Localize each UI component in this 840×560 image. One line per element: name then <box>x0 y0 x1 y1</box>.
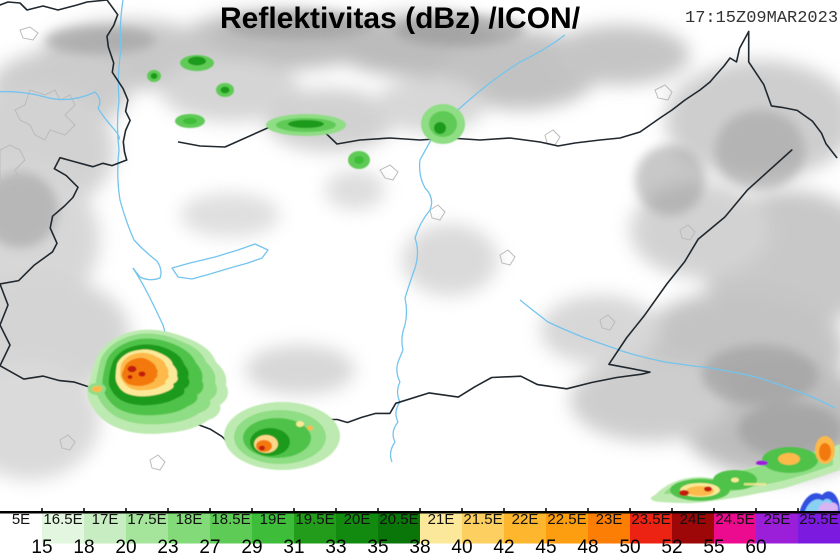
svg-text:20E: 20E <box>344 511 371 528</box>
svg-text:31: 31 <box>283 537 304 558</box>
svg-text:27: 27 <box>199 537 220 558</box>
svg-text:15: 15 <box>31 537 52 558</box>
svg-text:20: 20 <box>115 537 136 558</box>
svg-text:19E: 19E <box>260 511 287 528</box>
svg-text:45: 45 <box>535 537 556 558</box>
svg-text:52: 52 <box>661 537 682 558</box>
svg-text:38: 38 <box>409 537 430 558</box>
svg-text:24E: 24E <box>680 511 707 528</box>
svg-text:21.5E: 21.5E <box>463 511 502 528</box>
svg-text:50: 50 <box>619 537 640 558</box>
svg-text:17.5E: 17.5E <box>127 511 166 528</box>
svg-text:23.5E: 23.5E <box>631 511 670 528</box>
svg-text:Reflektivitas (dBz) /ICON/: Reflektivitas (dBz) /ICON/ <box>220 2 581 35</box>
svg-text:19.5E: 19.5E <box>295 511 334 528</box>
svg-text:22E: 22E <box>512 511 539 528</box>
svg-text:21E: 21E <box>428 511 455 528</box>
svg-text:18E: 18E <box>176 511 203 528</box>
svg-text:24.5E: 24.5E <box>715 511 754 528</box>
svg-text:17E: 17E <box>92 511 119 528</box>
svg-text:25.5E: 25.5E <box>799 511 838 528</box>
svg-text:20.5E: 20.5E <box>379 511 418 528</box>
svg-text:40: 40 <box>451 537 472 558</box>
svg-text:23: 23 <box>157 537 178 558</box>
svg-text:60: 60 <box>745 537 766 558</box>
svg-text:25E: 25E <box>764 511 791 528</box>
svg-text:18.5E: 18.5E <box>211 511 250 528</box>
svg-text:5E: 5E <box>12 511 30 528</box>
svg-text:35: 35 <box>367 537 388 558</box>
svg-text:16.5E: 16.5E <box>43 511 82 528</box>
svg-text:23E: 23E <box>596 511 623 528</box>
svg-text:22.5E: 22.5E <box>547 511 586 528</box>
svg-text:55: 55 <box>703 537 724 558</box>
svg-text:42: 42 <box>493 537 514 558</box>
svg-text:18: 18 <box>73 537 94 558</box>
svg-text:33: 33 <box>325 537 346 558</box>
svg-text:48: 48 <box>577 537 598 558</box>
svg-text:17:15Z09MAR2023: 17:15Z09MAR2023 <box>685 9 838 28</box>
svg-text:29: 29 <box>241 537 262 558</box>
